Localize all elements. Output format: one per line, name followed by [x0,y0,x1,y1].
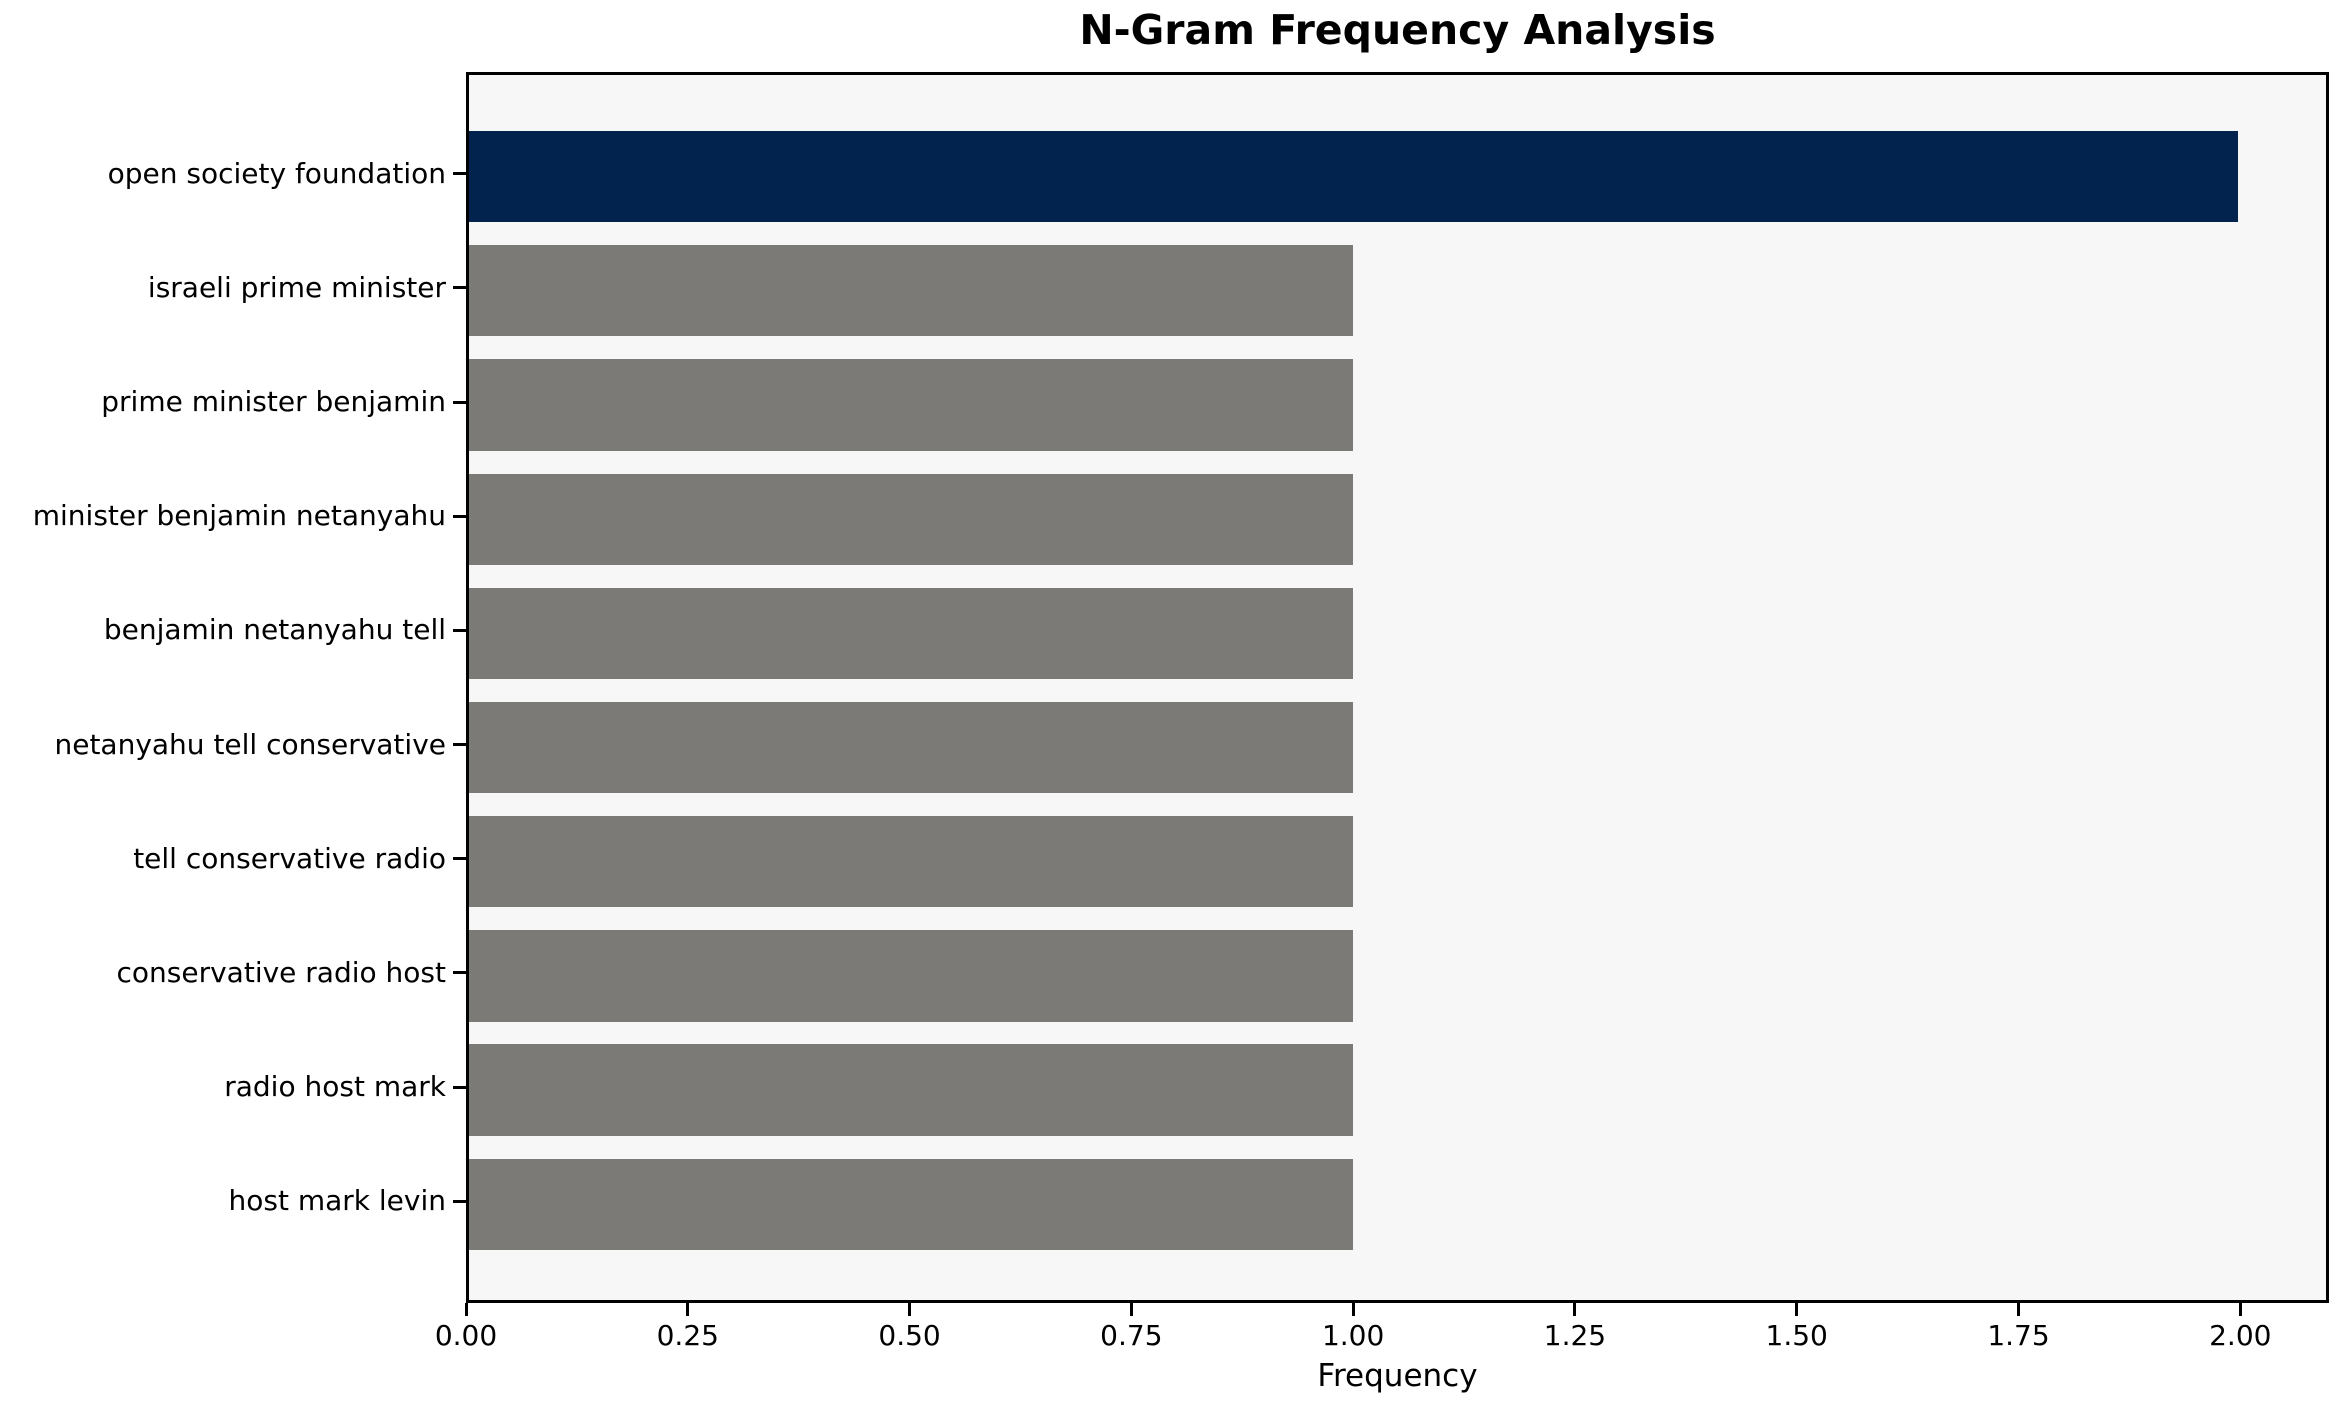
x-tick-mark [2238,1303,2242,1316]
y-tick-mark [453,1199,466,1203]
x-tick-mark [1129,1303,1133,1316]
y-tick-label: netanyahu tell conservative [54,727,446,761]
y-tick-label: benjamin netanyahu tell [103,613,446,647]
y-tick-label: open society foundation [107,156,446,190]
bar [469,1044,1354,1136]
y-tick-mark [453,172,466,176]
bar [469,930,1354,1022]
x-tick-mark [1351,1303,1355,1316]
y-tick-label: prime minister benjamin [101,385,446,419]
x-tick-mark [1795,1303,1799,1316]
x-tick-label: 1.25 [1543,1319,1607,1352]
y-tick-mark [453,1085,466,1089]
y-tick-label: tell conservative radio [133,841,446,875]
bar [469,130,2238,223]
x-tick-label: 0.00 [434,1319,498,1352]
y-tick-mark [453,971,466,975]
y-tick-mark [453,743,466,747]
y-tick-label: minister benjamin netanyahu [32,499,446,533]
x-tick-label: 1.75 [1987,1319,2050,1352]
bar [469,1158,1354,1251]
y-tick-mark [453,400,466,404]
x-tick-mark [908,1303,912,1316]
y-tick-mark [453,857,466,861]
bar [469,816,1354,908]
x-tick-mark [2017,1303,2020,1316]
chart-title: N-Gram Frequency Analysis [1079,6,1716,54]
x-tick-mark [464,1303,468,1316]
plot-area [466,72,2329,1303]
y-tick-label: conservative radio host [116,955,446,989]
x-axis-title: Frequency [1317,1358,1478,1394]
bar [469,359,1354,451]
x-tick-mark [1573,1303,1577,1316]
y-tick-mark [453,514,466,518]
y-tick-mark [453,628,466,632]
bar [469,473,1354,565]
y-tick-label: israeli prime minister [147,270,446,304]
bar [469,245,1354,337]
x-tick-label: 1.50 [1765,1319,1828,1352]
x-tick-label: 2.00 [2209,1319,2272,1352]
x-tick-label: 0.75 [1100,1319,1163,1352]
x-tick-label: 0.50 [878,1319,941,1352]
bar [469,587,1354,680]
y-tick-label: radio host mark [224,1070,446,1104]
y-tick-mark [453,286,466,290]
x-tick-mark [686,1303,690,1316]
y-tick-label: host mark levin [228,1184,446,1218]
x-tick-label: 1.00 [1321,1319,1385,1352]
x-tick-label: 0.25 [656,1319,719,1352]
bar [469,701,1354,794]
